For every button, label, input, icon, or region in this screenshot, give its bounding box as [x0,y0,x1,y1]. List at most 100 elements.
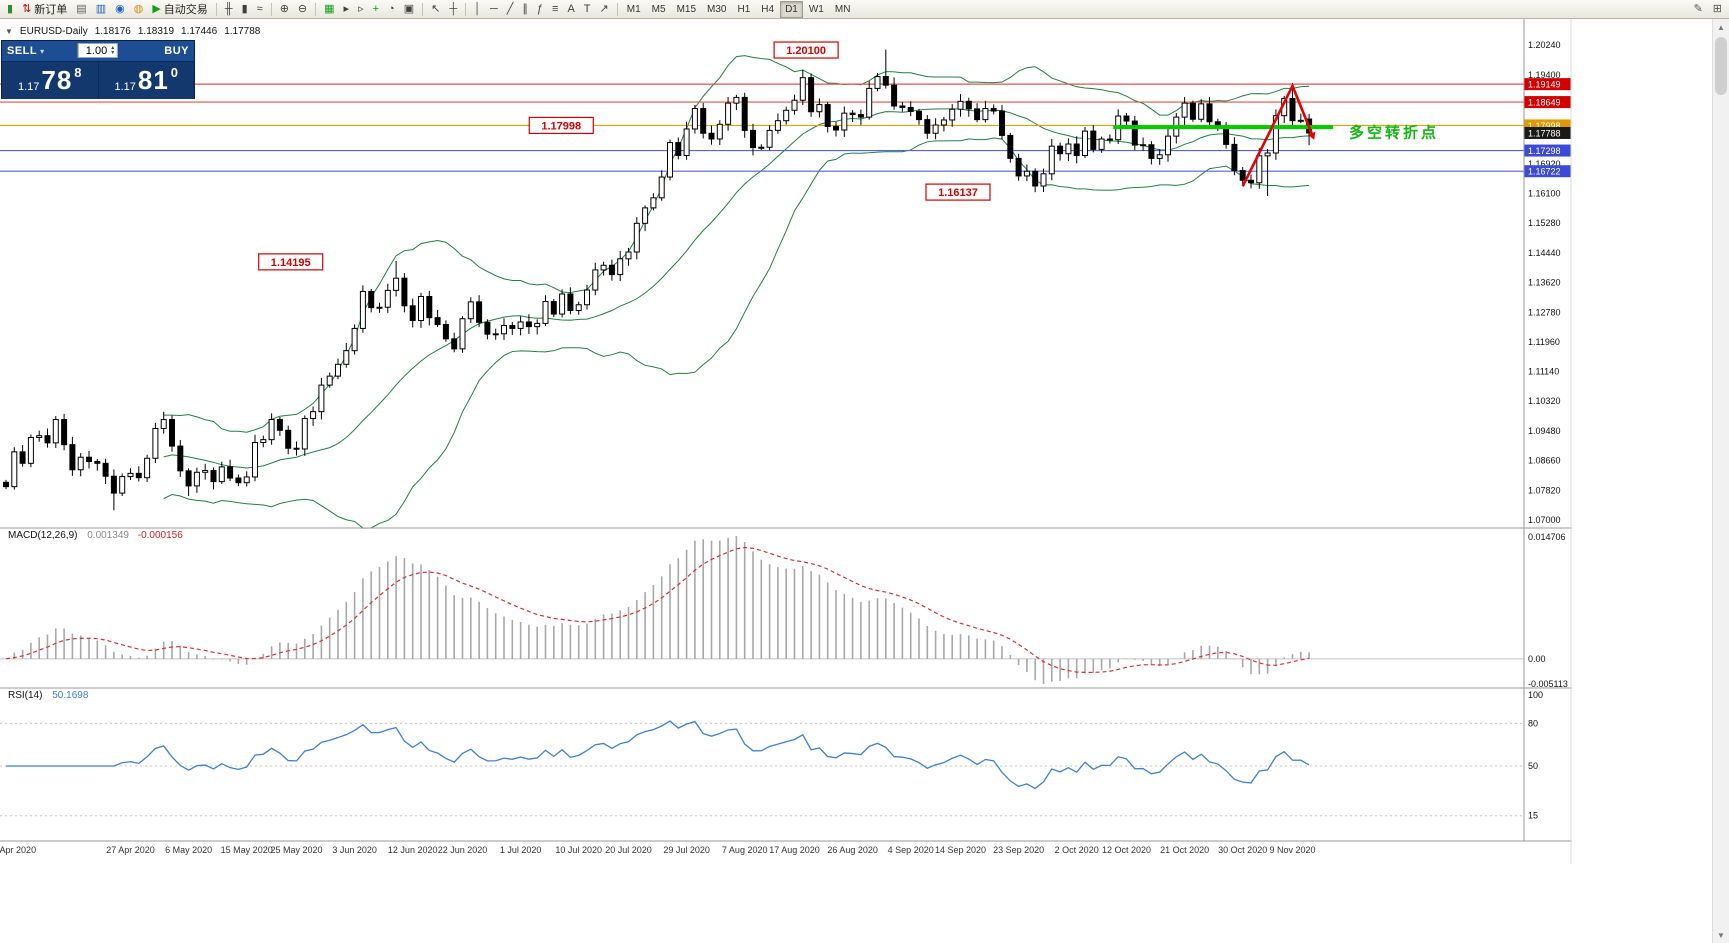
shapes-icon: ≡ [552,3,559,15]
svg-text:1.07000: 1.07000 [1528,515,1561,525]
svg-text:30 Oct 2020: 30 Oct 2020 [1218,845,1267,855]
one-click-trading-header: SELL ▾ 1.00 ▴ ▾ BUY [2,41,194,62]
lot-decrease-icon[interactable]: ▾ [111,49,115,56]
new-window-icon[interactable]: ⊞ [1709,0,1726,18]
crosshair-icon[interactable]: ┼ [445,0,461,18]
arrows-icon[interactable]: ↗ [596,0,613,18]
svg-text:1.15280: 1.15280 [1528,218,1561,228]
terminal-icon[interactable]: ◍ [130,0,148,18]
templates-icon[interactable]: ▣ [400,0,418,18]
indicators-icon: + [372,3,380,15]
price-callout[interactable]: 1.20100 [773,41,839,59]
price-callout[interactable]: 1.14195 [258,253,324,271]
candlestick-chart-icon[interactable]: ▮ [238,0,252,18]
svg-text:17 Aug 2020: 17 Aug 2020 [769,845,820,855]
timeframe-m15[interactable]: M15 [676,3,697,15]
periods-icon[interactable]: ◔ [384,0,399,18]
bar-chart-icon[interactable]: ╫ [221,0,237,18]
svg-text:1 Jul 2020: 1 Jul 2020 [500,845,542,855]
tile-windows-icon[interactable]: ▦ [320,0,338,18]
buy-button[interactable]: 1.17 81 0 [98,62,194,99]
templates-icon: ▣ [403,3,415,15]
svg-text:1.20240: 1.20240 [1528,40,1561,50]
toolbar-right-icons: ✎ ⊞ [1690,0,1726,18]
label-icon[interactable]: T [580,0,595,18]
timeframe-h4[interactable]: H4 [761,3,775,15]
timeframe-w1[interactable]: W1 [808,3,824,15]
svg-text:2 Oct 2020: 2 Oct 2020 [1055,845,1099,855]
vertical-line-icon: │ [474,3,481,15]
new-order-icon: ⇅ [22,3,32,15]
crosshair-icon: ┼ [449,3,458,15]
chart-ohlc-header: ▼ EURUSD-Daily 1.18176 1.18319 1.17446 1… [5,26,260,37]
navigator-icon[interactable]: ◉ [111,0,129,18]
ask-price-prefix: 1.17 [114,81,136,93]
horizontal-line-icon[interactable]: ─ [486,0,502,18]
svg-text:0.00: 0.00 [1528,654,1546,664]
timeframe-mn[interactable]: MN [834,3,851,15]
line-chart-icon[interactable]: ≈ [253,0,267,18]
auto-scroll-icon[interactable]: ▸ [340,0,354,18]
turning-point-label[interactable]: 多空转折点 [1349,124,1439,142]
timeframe-m30[interactable]: M30 [707,3,727,15]
chart-canvas[interactable]: 1.20100 1.17998 1.16137 1.14195 多空转折点 1.20240… [0,19,1572,864]
sell-button[interactable]: 1.17 78 8 [2,62,99,99]
scroll-down-icon[interactable]: ▼ [1717,930,1725,940]
scroll-up-icon[interactable]: ▲ [1717,22,1725,32]
new-chart-icon[interactable]: ▮ [3,0,17,18]
svg-text:10 Jul 2020: 10 Jul 2020 [555,845,602,855]
fibonacci-icon[interactable]: ƒ [533,0,547,18]
price-callout[interactable]: 1.17998 [528,116,594,135]
new-order-button[interactable]: ⇅ 新订单 [18,0,71,18]
chart-shift-icon: ▹ [358,3,364,15]
channel-icon[interactable]: ∥ [518,0,532,18]
vertical-scrollbar[interactable]: ▲ ▼ [1712,19,1729,943]
one-click-collapse-icon[interactable]: ▼ [5,27,13,36]
svg-text:15 May 2020: 15 May 2020 [221,845,273,855]
timeframe-h1[interactable]: H1 [737,3,751,15]
vertical-line-icon[interactable]: │ [470,0,485,18]
timeframe-m5[interactable]: M5 [651,3,666,15]
rsi-header: RSI(14) 50.1698 [8,690,88,701]
svg-text:1.14440: 1.14440 [1528,248,1561,258]
zoom-in-icon[interactable]: ⊕ [276,0,293,18]
macd-signal-line [5,546,1310,674]
svg-text:21 Oct 2020: 21 Oct 2020 [1160,845,1209,855]
svg-text:1.14195: 1.14195 [271,257,311,269]
svg-text:7 Apr 2020: 7 Apr 2020 [0,845,36,855]
macd-axis: 0.014706 0.00 -0.005113 [1528,532,1568,689]
trend-arrow-annotation[interactable] [1241,82,1316,187]
trendline-icon[interactable]: ╱ [503,0,518,18]
macd-label: MACD(12,26,9) [8,530,78,541]
svg-text:1.17998: 1.17998 [541,120,581,132]
shapes-icon[interactable]: ≡ [548,0,562,18]
chart-shift-icon[interactable]: ▹ [354,0,368,18]
autotrading-button[interactable]: ▶ 自动交易 [148,0,211,18]
price-callout[interactable]: 1.16137 [925,183,991,201]
zoom-out-icon[interactable]: ⊖ [294,0,311,18]
tile-windows-icon: ▦ [324,3,335,15]
svg-text:1.09480: 1.09480 [1528,426,1561,436]
timeframe-m1[interactable]: M1 [626,3,641,15]
sell-label: SELL [7,45,38,57]
text-icon[interactable]: A [563,0,578,18]
data-window-icon: ▥ [95,3,107,15]
ohlc-close-value: 1.17788 [224,26,261,37]
pencil-icon[interactable]: ✎ [1690,0,1707,18]
svg-text:1.13620: 1.13620 [1528,277,1561,287]
panel-options-caret-icon[interactable]: ▾ [40,46,45,56]
scrollbar-thumb[interactable] [1715,37,1727,95]
timeframe-d1[interactable]: D1 [780,0,803,18]
lot-size-input[interactable]: 1.00 ▴ ▾ [77,43,119,58]
svg-text:1.16722: 1.16722 [1528,167,1561,177]
market-watch-icon[interactable]: ▤ [72,0,90,18]
indicators-icon[interactable]: + [369,0,383,18]
svg-text:1.16920: 1.16920 [1528,159,1561,169]
cursor-icon[interactable]: ↖ [427,0,444,18]
channel-icon: ∥ [522,3,528,15]
terminal-icon: ◍ [133,3,144,15]
data-window-icon[interactable]: ▥ [92,0,110,18]
lot-increase-icon[interactable]: ▴ [111,44,115,51]
svg-text:1.19149: 1.19149 [1528,80,1561,90]
